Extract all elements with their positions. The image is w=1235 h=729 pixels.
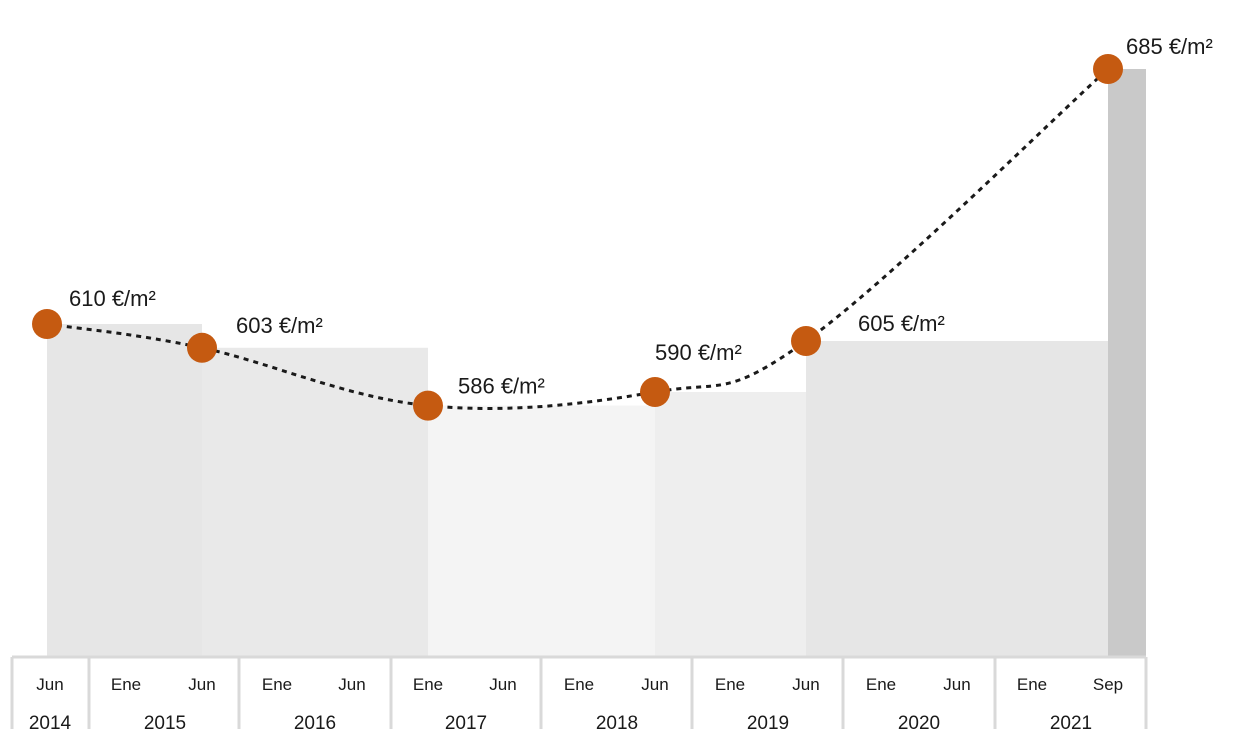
data-label: 603 €/m² xyxy=(236,313,323,338)
year-label: 2020 xyxy=(898,713,940,729)
month-tick-label: Jun xyxy=(489,675,516,694)
month-tick-label: Jun xyxy=(36,675,63,694)
data-point-marker xyxy=(32,309,62,339)
year-label: 2014 xyxy=(29,713,72,729)
month-tick-label: Ene xyxy=(413,675,443,694)
data-label: 605 €/m² xyxy=(858,311,945,336)
data-point-marker xyxy=(791,326,821,356)
year-label: 2017 xyxy=(445,713,487,729)
area-band xyxy=(655,392,806,657)
year-label: 2015 xyxy=(144,713,186,729)
data-point-marker xyxy=(1093,54,1123,84)
area-band xyxy=(428,405,655,657)
month-tick-label: Jun xyxy=(641,675,668,694)
area-bands xyxy=(47,69,1146,657)
year-label: 2019 xyxy=(747,713,789,729)
year-label: 2016 xyxy=(294,713,336,729)
month-tick-label: Ene xyxy=(866,675,896,694)
area-band xyxy=(202,347,428,657)
data-label: 590 €/m² xyxy=(655,340,742,365)
month-tick-label: Jun xyxy=(188,675,215,694)
data-label: 586 €/m² xyxy=(458,374,545,399)
trend-line xyxy=(46,67,1110,410)
month-tick-label: Ene xyxy=(111,675,141,694)
data-markers xyxy=(32,54,1123,421)
month-tick-label: Jun xyxy=(943,675,970,694)
data-point-marker xyxy=(187,332,217,363)
year-label: 2021 xyxy=(1050,713,1092,729)
data-labels: 610 €/m² 603 €/m² 586 €/m² 590 €/m² 605 €/m²… xyxy=(69,34,1213,399)
data-label: 610 €/m² xyxy=(69,286,156,311)
area-band xyxy=(1108,69,1146,657)
year-label: 2018 xyxy=(596,713,638,729)
month-tick-label: Ene xyxy=(564,675,594,694)
area-band xyxy=(47,324,202,657)
month-tick-label: Ene xyxy=(1017,675,1047,694)
month-tick-label: Ene xyxy=(715,675,745,694)
month-tick-label: Jun xyxy=(338,675,365,694)
x-axis: Jun Ene Jun Ene Jun Ene Jun Ene Jun Ene Jun Ene Jun E… xyxy=(10,655,1148,729)
area-band xyxy=(806,341,1108,657)
data-point-marker xyxy=(640,377,670,407)
month-tick-label: Jun xyxy=(792,675,819,694)
month-tick-label: Sep xyxy=(1093,675,1123,694)
data-point-marker xyxy=(413,390,443,421)
data-label: 685 €/m² xyxy=(1126,34,1213,59)
month-tick-label: Ene xyxy=(262,675,292,694)
